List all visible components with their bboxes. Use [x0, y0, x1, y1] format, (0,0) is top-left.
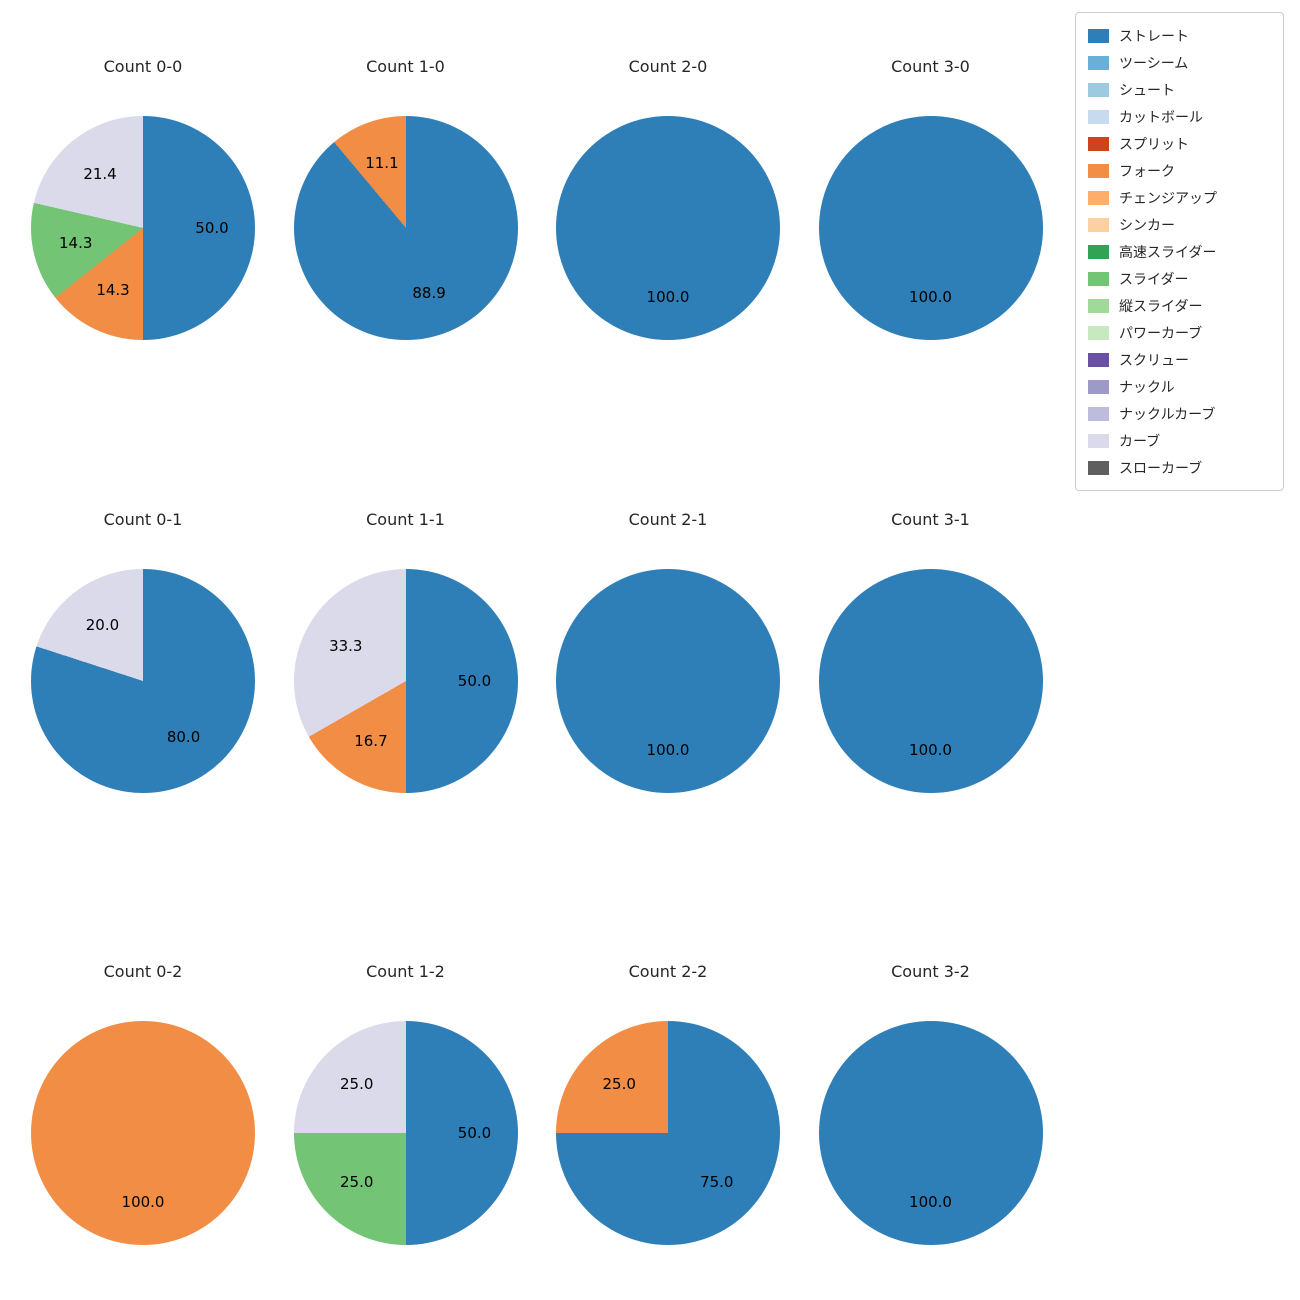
legend-color-swatch: [1088, 379, 1109, 394]
pie-title: Count 3-1: [891, 510, 970, 529]
slice-value-label: 50.0: [457, 672, 492, 690]
slice-value-label: 21.4: [83, 165, 117, 183]
legend-label: カーブ: [1119, 433, 1161, 450]
legend-label: フォーク: [1119, 163, 1175, 180]
legend-item: カットボール: [1088, 103, 1271, 130]
legend-item: シンカー: [1088, 211, 1271, 238]
pie-chart: [31, 116, 255, 340]
slice-value-label: 75.0: [700, 1172, 734, 1191]
pie-chart: [818, 569, 1043, 793]
pie-title: Count 2-2: [628, 962, 708, 981]
legend-color-swatch: [1088, 109, 1109, 124]
legend-item: ナックルカーブ: [1088, 400, 1271, 427]
slice-value-label: 100.0: [909, 1193, 952, 1211]
slice-value-label: 11.1: [365, 154, 399, 173]
pie-chart: [293, 1021, 518, 1245]
slice-value-label: 100.0: [646, 741, 690, 759]
legend-item: チェンジアップ: [1088, 184, 1271, 211]
slice-value-label: 25.0: [340, 1172, 374, 1191]
slice-value-label: 25.0: [602, 1075, 636, 1094]
legend-label: スライダー: [1119, 271, 1189, 288]
pie-chart: [31, 1021, 255, 1245]
legend-color-swatch: [1088, 244, 1109, 259]
pie-chart: [31, 569, 255, 793]
slice-value-label: 14.3: [96, 281, 130, 300]
pie-title: Count 0-0: [103, 57, 183, 76]
pie-title: Count 1-1: [366, 510, 445, 529]
legend-label: シュート: [1119, 82, 1175, 99]
legend-label: スローカーブ: [1119, 460, 1203, 477]
legend-color-swatch: [1088, 190, 1109, 205]
slice-value-label: 50.0: [457, 1124, 492, 1142]
pie-chart: [556, 116, 780, 340]
pie-chart: [556, 569, 780, 793]
legend-color-swatch: [1088, 433, 1109, 448]
pie-title: Count 0-2: [103, 962, 183, 981]
legend-color-swatch: [1088, 217, 1109, 232]
slice-value-label: 20.0: [85, 616, 120, 635]
legend-color-swatch: [1088, 28, 1109, 43]
legend-color-swatch: [1088, 136, 1109, 151]
legend-label: ツーシーム: [1119, 55, 1189, 72]
pie-chart: [293, 569, 518, 793]
slice-value-label: 80.0: [166, 727, 201, 746]
legend-color-swatch: [1088, 82, 1109, 97]
legend-item: スクリュー: [1088, 346, 1271, 373]
legend-label: シンカー: [1119, 217, 1175, 234]
legend-item: 縦スライダー: [1088, 292, 1271, 319]
legend-label: パワーカーブ: [1119, 325, 1203, 342]
legend-color-swatch: [1088, 406, 1109, 421]
legend-item: ツーシーム: [1088, 49, 1271, 76]
legend-label: スクリュー: [1119, 352, 1189, 369]
legend-color-swatch: [1088, 55, 1109, 70]
legend-label: カットボール: [1119, 109, 1203, 126]
legend-item: スプリット: [1088, 130, 1271, 157]
legend-item: スライダー: [1088, 265, 1271, 292]
legend-item: 高速スライダー: [1088, 238, 1271, 265]
slice-value-label: 50.0: [195, 219, 229, 237]
slice-value-label: 25.0: [340, 1075, 374, 1094]
legend-label: ストレート: [1119, 28, 1189, 45]
legend-color-swatch: [1088, 325, 1109, 340]
legend-item: スローカーブ: [1088, 454, 1271, 481]
legend-item: フォーク: [1088, 157, 1271, 184]
pie-title: Count 2-1: [628, 510, 708, 529]
legend-item: ストレート: [1088, 22, 1271, 49]
slice-value-label: 100.0: [909, 741, 952, 759]
pie-chart: [293, 116, 518, 340]
legend-label: 縦スライダー: [1119, 298, 1203, 315]
slice-value-label: 100.0: [909, 288, 952, 306]
slice-value-label: 100.0: [646, 288, 690, 306]
pie-title: Count 1-0: [366, 57, 445, 76]
legend: ストレートツーシームシュートカットボール スプリットフォークチェンジアップ シンカー…: [1075, 12, 1284, 491]
pie-chart: [556, 1021, 780, 1245]
legend-color-swatch: [1088, 271, 1109, 286]
legend-label: 高速スライダー: [1119, 244, 1217, 261]
legend-item: パワーカーブ: [1088, 319, 1271, 346]
legend-item: シュート: [1088, 76, 1271, 103]
legend-label: スプリット: [1119, 136, 1189, 153]
slice-value-label: 88.9: [412, 283, 446, 302]
legend-label: ナックル: [1119, 379, 1175, 396]
pie-title: Count 3-2: [891, 962, 970, 981]
legend-color-swatch: [1088, 460, 1109, 475]
legend-item: ナックル: [1088, 373, 1271, 400]
slice-value-label: 33.3: [329, 637, 363, 656]
slice-value-label: 16.7: [354, 731, 388, 750]
pie-chart: [818, 1021, 1043, 1245]
pie-title: Count 1-2: [366, 962, 445, 981]
pie-title: Count 2-0: [628, 57, 708, 76]
legend-color-swatch: [1088, 298, 1109, 313]
pie-title: Count 3-0: [891, 57, 970, 76]
slice-value-label: 100.0: [121, 1193, 165, 1211]
pie-chart: [818, 116, 1043, 340]
legend-color-swatch: [1088, 352, 1109, 367]
legend-label: ナックルカーブ: [1119, 406, 1216, 423]
legend-item: カーブ: [1088, 427, 1271, 454]
legend-label: チェンジアップ: [1119, 190, 1217, 207]
pie-title: Count 0-1: [103, 510, 183, 529]
legend-color-swatch: [1088, 163, 1109, 178]
slice-value-label: 14.3: [59, 234, 93, 253]
